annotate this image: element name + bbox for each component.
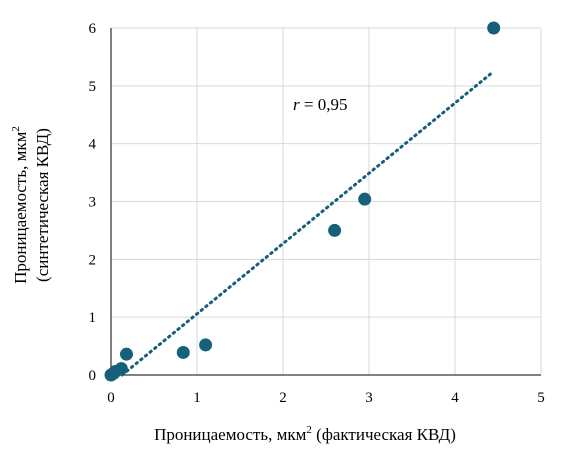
data-point [358, 192, 372, 206]
y-tick-label: 6 [89, 21, 97, 37]
x-axis-title: Проницаемость, мкм2 (фактическая КВД) [154, 424, 456, 444]
y-axis-title-line2: (синтетическая КВД) [33, 128, 52, 282]
y-axis-title-line1: Проницаемость, мкм2 [10, 126, 30, 284]
y-tick-label: 4 [89, 137, 97, 153]
data-point [176, 345, 190, 359]
axes [110, 28, 541, 376]
data-point [328, 223, 342, 237]
y-tick-label: 2 [89, 252, 97, 268]
trendline [120, 69, 496, 377]
y-tick-label: 1 [89, 310, 97, 326]
x-tick-labels: 0 1 2 3 4 5 [107, 390, 545, 406]
x-tick-label: 5 [537, 390, 545, 406]
x-tick-label: 0 [107, 390, 115, 406]
y-tick-label: 0 [89, 368, 97, 384]
data-point [487, 21, 501, 35]
y-tick-label: 3 [89, 195, 97, 211]
correlation-annotation: r = 0,95 [293, 95, 347, 114]
data-point [119, 347, 133, 361]
data-point [114, 362, 128, 376]
x-tick-label: 2 [279, 390, 287, 406]
data-point [199, 338, 213, 352]
grid [111, 27, 542, 375]
x-tick-label: 3 [365, 390, 373, 406]
x-tick-label: 1 [193, 390, 201, 406]
y-tick-labels: 0 1 2 3 4 5 6 [89, 21, 97, 384]
y-tick-label: 5 [89, 79, 97, 95]
annotation-r: r [293, 95, 300, 114]
annotation-value: = 0,95 [300, 95, 348, 114]
data-points [104, 21, 501, 382]
trendline-path [120, 69, 496, 377]
x-tick-label: 4 [451, 390, 459, 406]
